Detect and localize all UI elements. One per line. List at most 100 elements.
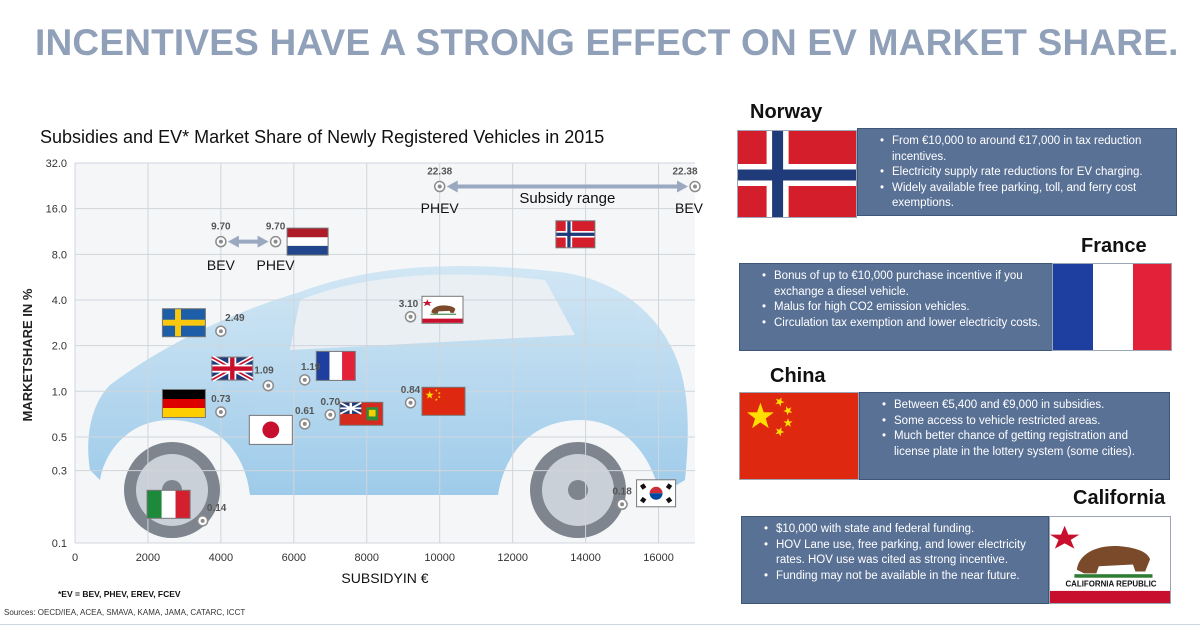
data-point-core (437, 184, 442, 189)
annotations: BEV PHEV PHEV BEV Subsidy range (207, 190, 704, 273)
france-flag-art (316, 351, 355, 380)
grid (74, 162, 695, 544)
x-tick-label: 8000 (355, 552, 379, 564)
x-tick-label: 6000 (282, 552, 306, 564)
netherlands-flag-art (287, 228, 328, 255)
panel-china-box: Between €5,400 and €9,000 in subsidies. … (859, 392, 1170, 480)
ontario-flag (339, 401, 384, 426)
data-label: 9.70 (211, 222, 231, 233)
data-label: 1.09 (254, 366, 274, 377)
panel-california-item: Funding may not be available in the near… (764, 569, 1038, 585)
data-point-core (328, 412, 333, 417)
data-point-core (693, 184, 697, 189)
data-point-core (266, 383, 271, 388)
y-tick-label: 0.1 (52, 538, 67, 550)
x-tick-label: 2000 (136, 552, 160, 564)
sweden-flag (161, 308, 206, 338)
japan-flag-art (249, 415, 292, 444)
y-tick-label: 32.0 (46, 158, 67, 170)
panel-china-item: Some access to vehicle restricted areas. (882, 414, 1159, 430)
data-label: 0.18 (612, 486, 632, 497)
data-label: 3.10 (399, 299, 419, 310)
type-annotation: BEV (675, 200, 704, 216)
x-axis-label: SUBSIDYIN € (341, 570, 428, 586)
panel-norway-title: Norway (750, 101, 823, 123)
data-point-core (218, 239, 223, 244)
data-point-core (302, 421, 307, 426)
panel-france-box: Bonus of up to €10,000 purchase incentiv… (739, 263, 1054, 351)
italy-flag (146, 489, 191, 519)
panel-china-flag (739, 392, 859, 480)
headline: INCENTIVES HAVE A STRONG EFFECT ON EV MA… (35, 22, 1179, 63)
germany-flag-art (162, 390, 205, 417)
type-annotation: PHEV (421, 200, 460, 216)
data-label: 0.84 (401, 385, 421, 396)
panel-france-item: Malus for high CO2 emission vehicles. (762, 300, 1043, 316)
data-label: 22.38 (427, 167, 452, 178)
california-flag-art (422, 296, 463, 323)
panel-norway-item: From €10,000 to around €17,000 in tax re… (880, 134, 1166, 165)
china-flag-art (422, 387, 465, 415)
panel-france-title: France (1081, 235, 1147, 257)
footnote: *EV = BEV, PHEV, EREV, FCEV (58, 589, 181, 599)
norway-flag (555, 220, 596, 249)
sweden-flag-art (162, 309, 205, 337)
italy-flag-art (147, 490, 190, 518)
data-point-core (218, 329, 223, 334)
panel-china-item: Much better chance of getting registrati… (882, 429, 1159, 460)
panel-france-flag (1052, 263, 1172, 351)
korea-flag (636, 479, 677, 508)
y-tick-label: 16.0 (46, 204, 67, 216)
panel-norway-flag (737, 130, 857, 218)
range-arrow-head (257, 235, 269, 248)
data-label: 0.73 (211, 394, 231, 405)
panel-france-item: Bonus of up to €10,000 purchase incentiv… (762, 269, 1043, 300)
data-point-core (218, 410, 223, 415)
chart-flags (146, 220, 677, 519)
uk-flag-art (211, 355, 254, 382)
bottom-rule (0, 624, 1200, 625)
y-tick-label: 0.5 (52, 432, 67, 444)
x-tick-label: 16000 (643, 552, 674, 564)
y-tick-label: 8.0 (52, 249, 67, 261)
y-axis-label: MARKETSHARE IN % (20, 288, 35, 421)
data-point-core (408, 314, 413, 319)
scatter-chart: 32.0 16.0 8.0 4.0 2.0 1.0 0.5 0.3 0.1 0 2000 4000 60… (20, 158, 704, 586)
ontario-flag-art (339, 402, 383, 425)
norway-flag-art (556, 221, 595, 248)
sources: Sources: OECD/IEA, ACEA, SMAVA, KAMA, JA… (4, 608, 246, 617)
y-tick-label: 2.0 (52, 341, 67, 353)
data-label: 9.70 (266, 222, 286, 233)
x-tick-label: 14000 (570, 552, 601, 564)
panel-norway-box: From €10,000 to around €17,000 in tax re… (857, 128, 1177, 216)
y-tick-label: 0.3 (52, 466, 67, 478)
x-tick-label: 4000 (209, 552, 233, 564)
panel-california-flag: CALIFORNIA REPUBLIC (1049, 516, 1171, 604)
data-label: 0.61 (295, 406, 315, 417)
data-point-core (302, 377, 307, 382)
type-annotation: BEV (207, 257, 236, 273)
panel-china-title: China (770, 365, 826, 387)
panel-norway-item: Electricity supply rate reductions for E… (880, 165, 1166, 181)
data-label: 0.14 (207, 503, 227, 514)
netherlands-flag (286, 227, 329, 256)
france-flag (315, 350, 356, 381)
range-arrow-head (446, 180, 458, 193)
data-label: 22.38 (672, 167, 697, 178)
svg-text:CALIFORNIA REPUBLIC: CALIFORNIA REPUBLIC (1065, 580, 1156, 589)
panel-california-title: California (1073, 487, 1166, 509)
japan-flag (248, 414, 293, 445)
uk-flag (211, 355, 254, 382)
range-arrow-head (677, 180, 688, 193)
axes: 32.0 16.0 8.0 4.0 2.0 1.0 0.5 0.3 0.1 0 2000 4000 60… (46, 158, 674, 564)
x-tick-label: 10000 (424, 552, 455, 564)
range-arrows (227, 180, 688, 248)
korea-flag-art (637, 480, 676, 507)
chart-title: Subsidies and EV* Market Share of Newly … (40, 127, 605, 147)
panel-california-item: $10,000 with state and federal funding. (764, 522, 1038, 538)
panel-california-item: HOV Lane use, free parking, and lower el… (764, 538, 1038, 569)
x-tick-label: 12000 (497, 552, 528, 564)
data-point-core (620, 502, 625, 507)
california-flag (421, 295, 464, 324)
panel-california-box: $10,000 with state and federal funding. … (741, 516, 1049, 604)
